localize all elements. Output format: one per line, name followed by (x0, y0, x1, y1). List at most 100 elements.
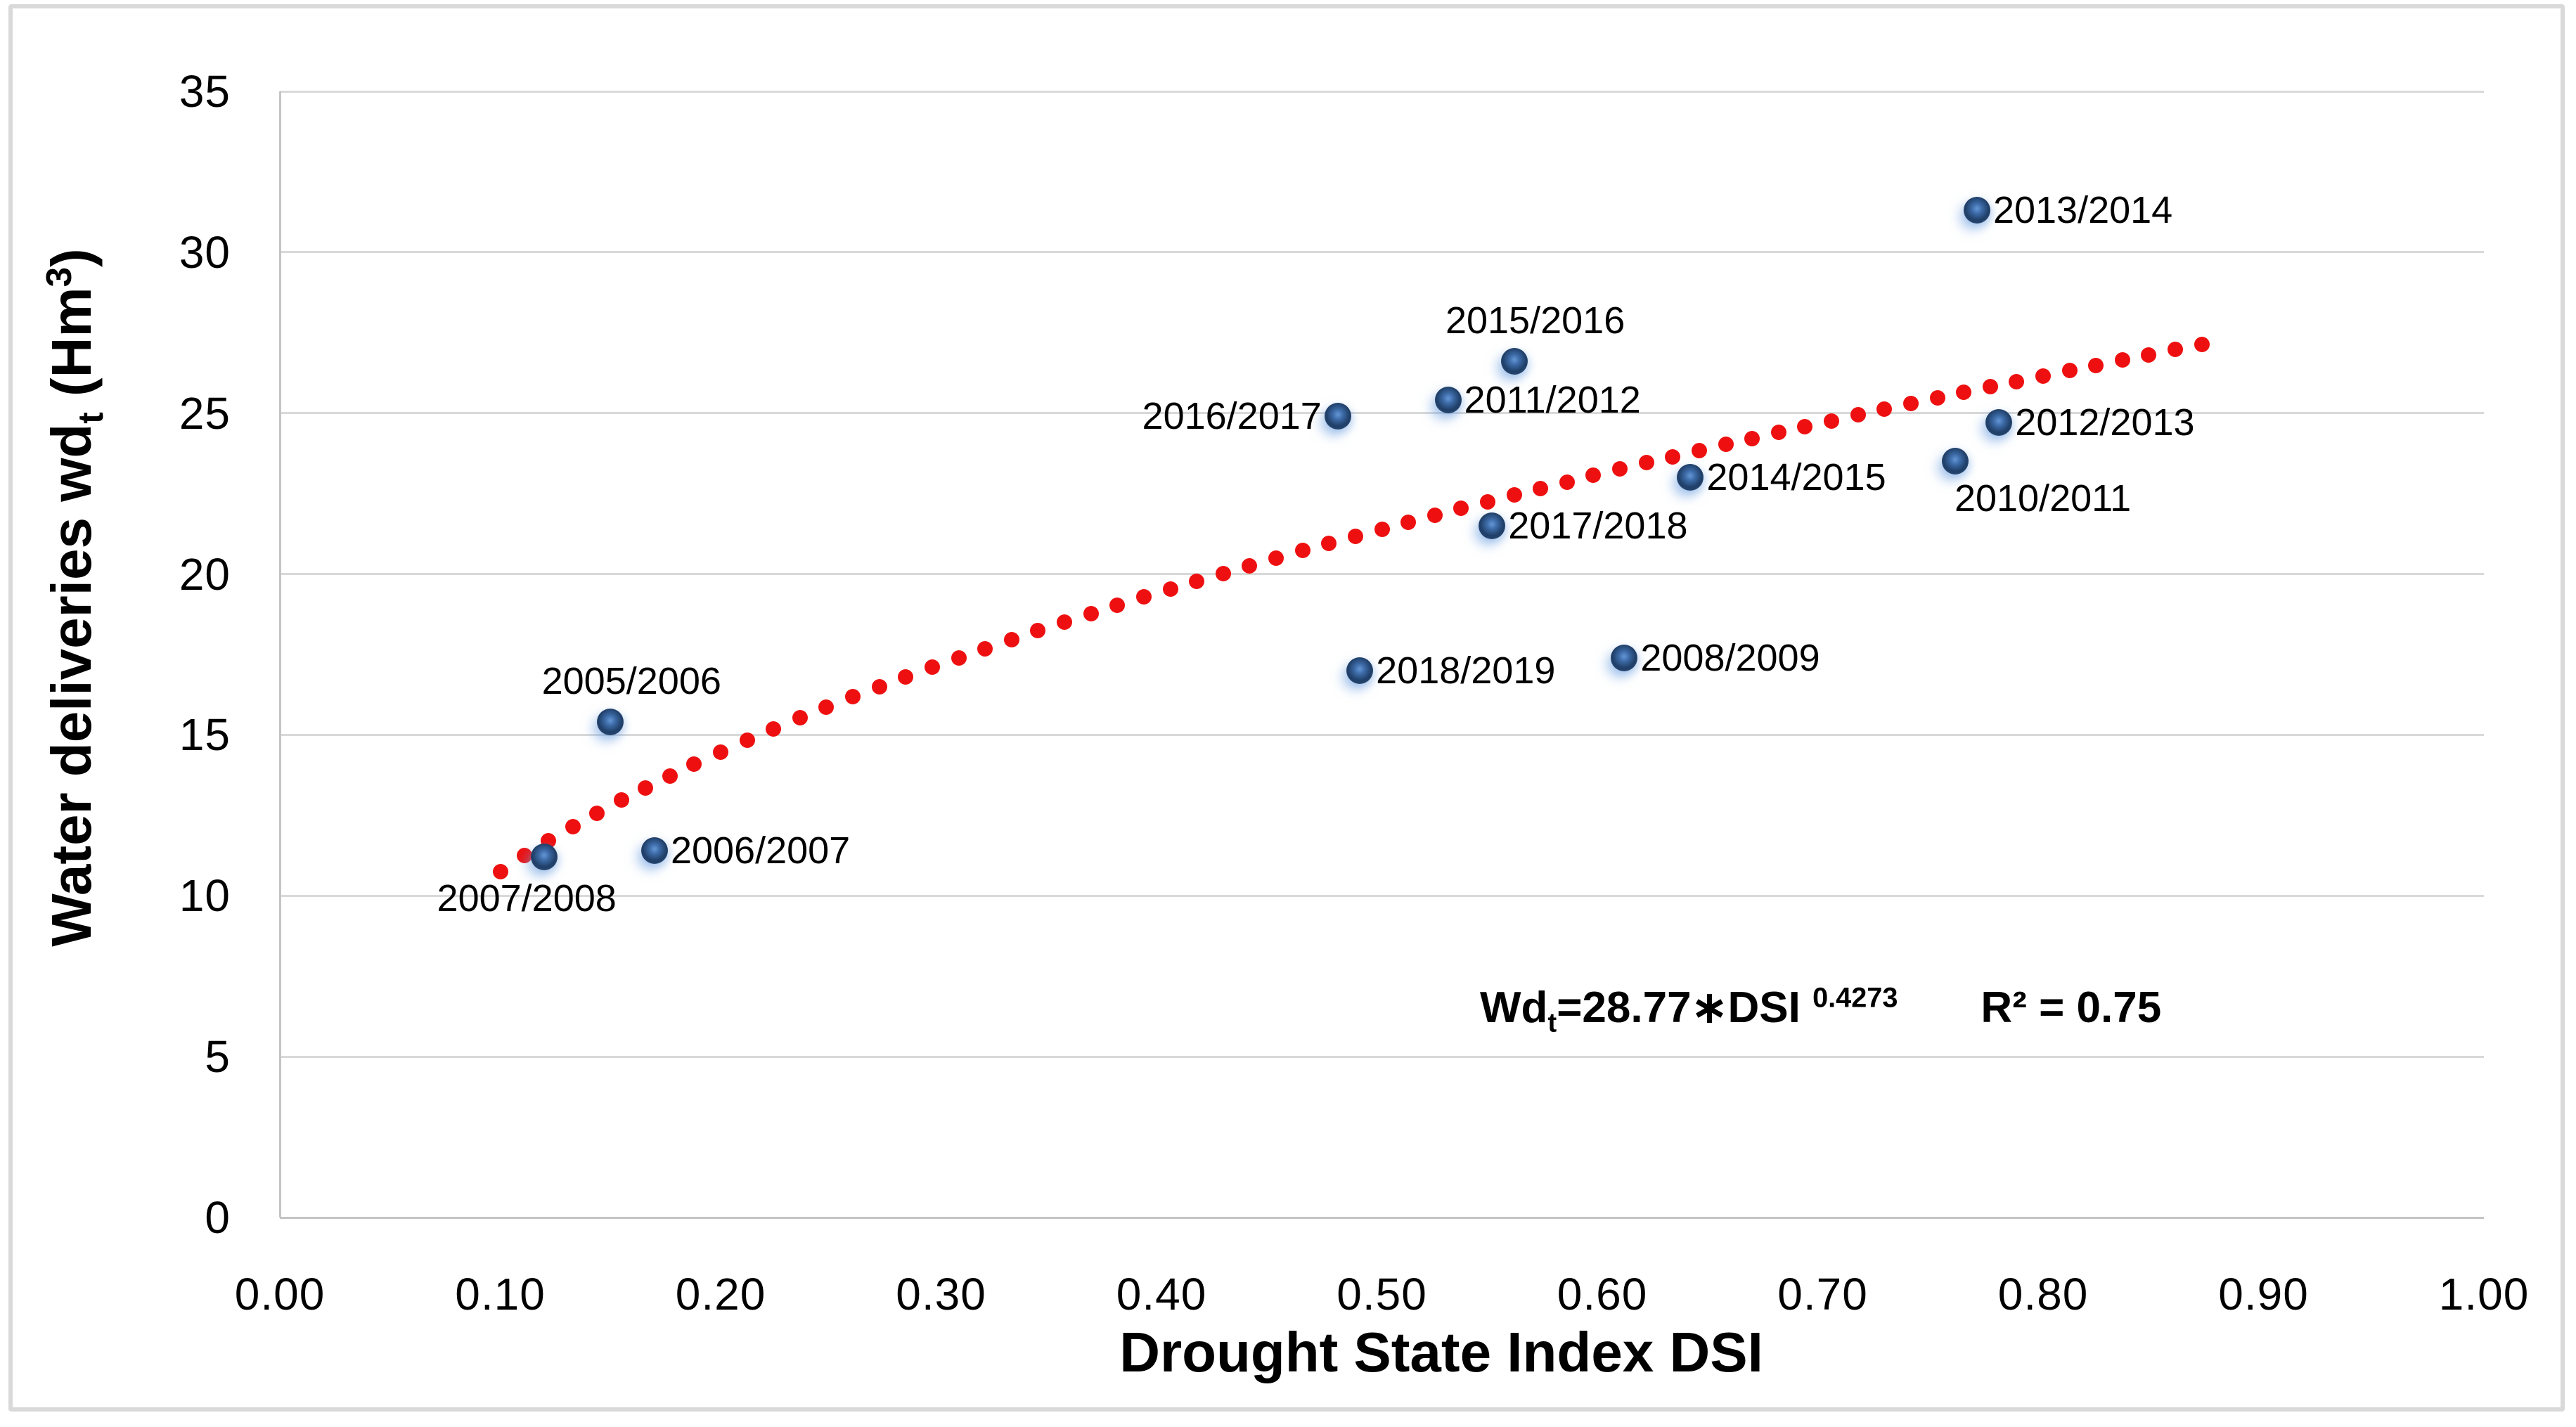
data-point-label: 2016/2017 (1142, 395, 1322, 438)
data-point-label: 2015/2016 (1445, 299, 1625, 342)
data-point-marker (1611, 644, 1638, 671)
trendline-equation: Wdt=28.77∗DSI 0.4273 R² = 0.75 (1480, 981, 2161, 1038)
data-point-label: 2012/2013 (2015, 401, 2195, 444)
trendline-dot (818, 699, 835, 716)
trendline-dot (845, 689, 861, 705)
x-axis-line (280, 1216, 2484, 1219)
data-point-marker (640, 837, 668, 865)
trendline-dot (1427, 507, 1443, 523)
trendline-dot (1718, 437, 1734, 453)
trendline-dot (1030, 623, 1046, 639)
y-tick-label: 10 (179, 870, 231, 922)
trendline-dot (1374, 521, 1390, 537)
equation-formula: Wdt=28.77∗DSI 0.4273 (1480, 982, 1898, 1038)
trendline-dot (1533, 480, 1549, 496)
trendline-dot (792, 710, 808, 726)
y-tick-label: 30 (179, 226, 231, 278)
y-tick-label: 15 (179, 709, 231, 761)
data-point-marker (597, 709, 624, 736)
trendline-dot (1453, 501, 1469, 517)
data-point-marker (1677, 464, 1704, 491)
trendline-dot (1559, 474, 1575, 490)
figure-border (8, 4, 2565, 1412)
x-tick-label: 0.20 (675, 1269, 766, 1319)
trendline-dot (1824, 413, 1840, 429)
trendline-dot (2168, 342, 2184, 358)
trendline-dot (2035, 368, 2051, 384)
trendline-dot (977, 640, 993, 657)
data-point-marker (531, 844, 558, 871)
data-point-marker (1346, 657, 1374, 684)
x-tick-label: 0.10 (455, 1269, 546, 1319)
trendline-dot (1109, 598, 1126, 614)
trendline-dot (2009, 373, 2025, 389)
trendline-dot (1083, 605, 1099, 621)
data-point-label: 2008/2009 (1640, 636, 1820, 679)
trendline-dot (2088, 357, 2104, 373)
data-point-label: 2006/2007 (670, 829, 851, 872)
data-point-marker (1324, 403, 1351, 430)
gridline (280, 251, 2484, 254)
trendline-dot (1347, 528, 1363, 544)
data-point-label: 2013/2014 (1992, 189, 2173, 232)
trendline-dot (1400, 514, 1417, 530)
gridline (280, 90, 2484, 93)
y-axis-title: Water deliveries wdt (Hm3) (39, 248, 110, 947)
trendline-dot (1135, 589, 1152, 605)
trendline-dot (1876, 401, 1893, 418)
trendline-dot (1770, 425, 1786, 441)
data-point-label: 2005/2006 (541, 660, 721, 703)
trendline-dot (2061, 363, 2078, 379)
gridline (280, 733, 2484, 736)
trendline-dot (1638, 455, 1654, 471)
trendline-dot (1162, 581, 1178, 597)
trendline-dot (739, 732, 755, 749)
x-tick-label: 0.50 (1337, 1269, 1427, 1319)
x-tick-label: 0.60 (1557, 1269, 1648, 1319)
y-axis-line (278, 91, 281, 1218)
trendline-dot (1479, 493, 1495, 510)
trendline-dot (1929, 390, 1945, 406)
x-tick-label: 1.00 (2438, 1269, 2530, 1319)
trendline-dot (898, 669, 914, 685)
y-tick-label: 25 (179, 387, 231, 439)
trendline-dot (924, 659, 940, 676)
x-tick-label: 0.70 (1777, 1269, 1868, 1319)
data-point-marker (1985, 409, 2013, 437)
trendline-dot (2114, 352, 2130, 368)
gridline (280, 412, 2484, 415)
trendline-dot (1585, 467, 1602, 484)
data-point-marker (1479, 512, 1506, 539)
trendline-dot (1215, 565, 1231, 581)
x-tick-label: 0.80 (1997, 1269, 2089, 1319)
r-squared-value: R² = 0.75 (1981, 983, 2162, 1032)
trendline-dot (613, 792, 629, 808)
data-point-label: 2018/2019 (1376, 649, 1556, 692)
trendline-dot (1982, 379, 1998, 395)
trendline-dot (589, 805, 605, 821)
trendline-dot (713, 744, 728, 760)
data-point-label: 2017/2018 (1508, 504, 1688, 547)
trendline-dot (1268, 550, 1284, 567)
x-axis-title: Drought State Index DSI (1119, 1321, 1763, 1383)
trendline-dot (1902, 396, 1919, 412)
data-point-marker (1941, 448, 1969, 475)
y-tick-label: 0 (205, 1192, 231, 1243)
trendline-dot (951, 650, 967, 666)
trendline-dot (686, 756, 702, 773)
data-point-label: 2011/2012 (1464, 379, 1641, 422)
x-tick-label: 0.90 (2218, 1269, 2309, 1319)
trendline-dot (1189, 573, 1205, 589)
gridline (280, 1055, 2484, 1058)
trendline-dot (1294, 543, 1310, 559)
data-point-marker (1963, 197, 1990, 224)
y-tick-label: 35 (179, 66, 231, 117)
trendline-dot (1797, 418, 1813, 434)
trendline-dot (492, 863, 508, 879)
trendline-dot (565, 818, 581, 834)
trendline-dot (1057, 614, 1073, 631)
trendline-dot (662, 768, 678, 784)
x-tick-label: 0.40 (1116, 1269, 1207, 1319)
trendline-dot (871, 679, 887, 695)
